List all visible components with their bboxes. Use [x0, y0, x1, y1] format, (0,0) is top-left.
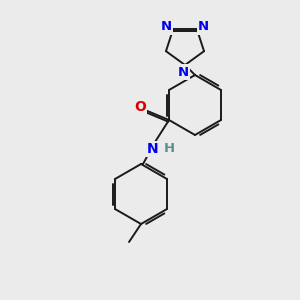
Text: N: N [198, 20, 209, 33]
Text: N: N [147, 142, 159, 156]
Text: H: H [164, 142, 175, 155]
Text: O: O [134, 100, 146, 114]
Text: N: N [161, 20, 172, 33]
Text: N: N [177, 65, 189, 79]
